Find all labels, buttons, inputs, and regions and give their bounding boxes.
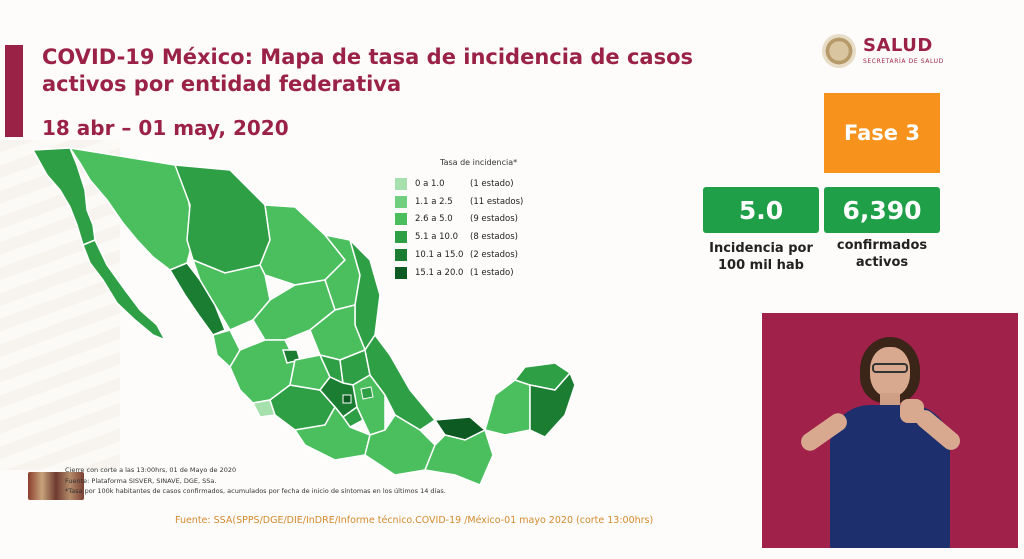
region-sinaloa xyxy=(168,262,226,336)
legend-item: 5.1 a 10.0 (8 estados) xyxy=(395,228,555,246)
incidence-stat: 5.0 xyxy=(703,187,819,233)
legend-swatch xyxy=(395,195,407,208)
legend-item: 2.6 a 5.0 (9 estados) xyxy=(395,211,555,229)
region-veracruz xyxy=(364,333,437,431)
map-legend: Tasa de incidencia* 0 a 1.0 (1 estado) 1… xyxy=(395,158,555,282)
logo-subtitle: SECRETARÍA DE SALUD xyxy=(863,58,944,65)
legend-swatch xyxy=(395,213,407,226)
legend-item: 10.1 a 15.0 (2 estados) xyxy=(395,246,555,264)
region-quintana-roo xyxy=(529,371,576,438)
source-citation: Fuente: SSA(SPPS/DGE/DIE/InDRE/Informe t… xyxy=(175,515,654,526)
cutoff-note: Cierre con corte a las 13:00hrs, 01 de M… xyxy=(65,466,237,474)
region-baja-california-sur xyxy=(82,239,167,342)
phase-badge: Fase 3 xyxy=(824,93,940,173)
region-guerrero xyxy=(293,405,371,461)
eagle-seal-icon xyxy=(822,34,856,68)
footnotes: Cierre con corte a las 13:00hrs, 01 de M… xyxy=(65,465,446,497)
date-range: 18 abr – 01 may, 2020 xyxy=(42,116,289,140)
legend-swatch xyxy=(395,249,407,262)
active-cases-label: confirmados activos xyxy=(836,238,928,270)
region-cdmx xyxy=(342,394,352,404)
source-note: Fuente: Plataforma SISVER, SINAVE, DGE, … xyxy=(65,476,217,485)
legend-item: 1.1 a 2.5 (11 estados) xyxy=(395,193,555,211)
legend-swatch xyxy=(395,231,407,244)
legend-swatch xyxy=(395,177,407,190)
region-chiapas xyxy=(423,428,494,486)
background-pattern xyxy=(0,140,120,470)
mexico-incidence-map xyxy=(31,146,576,486)
legend-item: 0 a 1.0 (1 estado) xyxy=(395,175,555,193)
region-oaxaca xyxy=(364,413,436,476)
incidence-label: Incidencia por 100 mil hab xyxy=(709,241,813,273)
legend-swatch xyxy=(395,266,407,279)
rate-note: *Tasa por 100k habitantes de casos confi… xyxy=(65,487,446,495)
region-tlaxcala xyxy=(360,386,374,400)
sign-language-interpreter-video xyxy=(762,313,1018,548)
title-accent-bar xyxy=(5,45,23,137)
region-campeche xyxy=(484,379,531,436)
logo-name: SALUD xyxy=(863,35,933,56)
heroes-illustration xyxy=(28,472,84,500)
salud-logo: SALUD SECRETARÍA DE SALUD xyxy=(822,34,962,70)
legend-title: Tasa de incidencia* xyxy=(440,158,518,167)
legend-item: 15.1 a 20.0 (1 estado) xyxy=(395,264,555,282)
page-title: COVID-19 México: Mapa de tasa de inciden… xyxy=(42,45,694,96)
active-cases-stat: 6,390 xyxy=(824,187,940,233)
